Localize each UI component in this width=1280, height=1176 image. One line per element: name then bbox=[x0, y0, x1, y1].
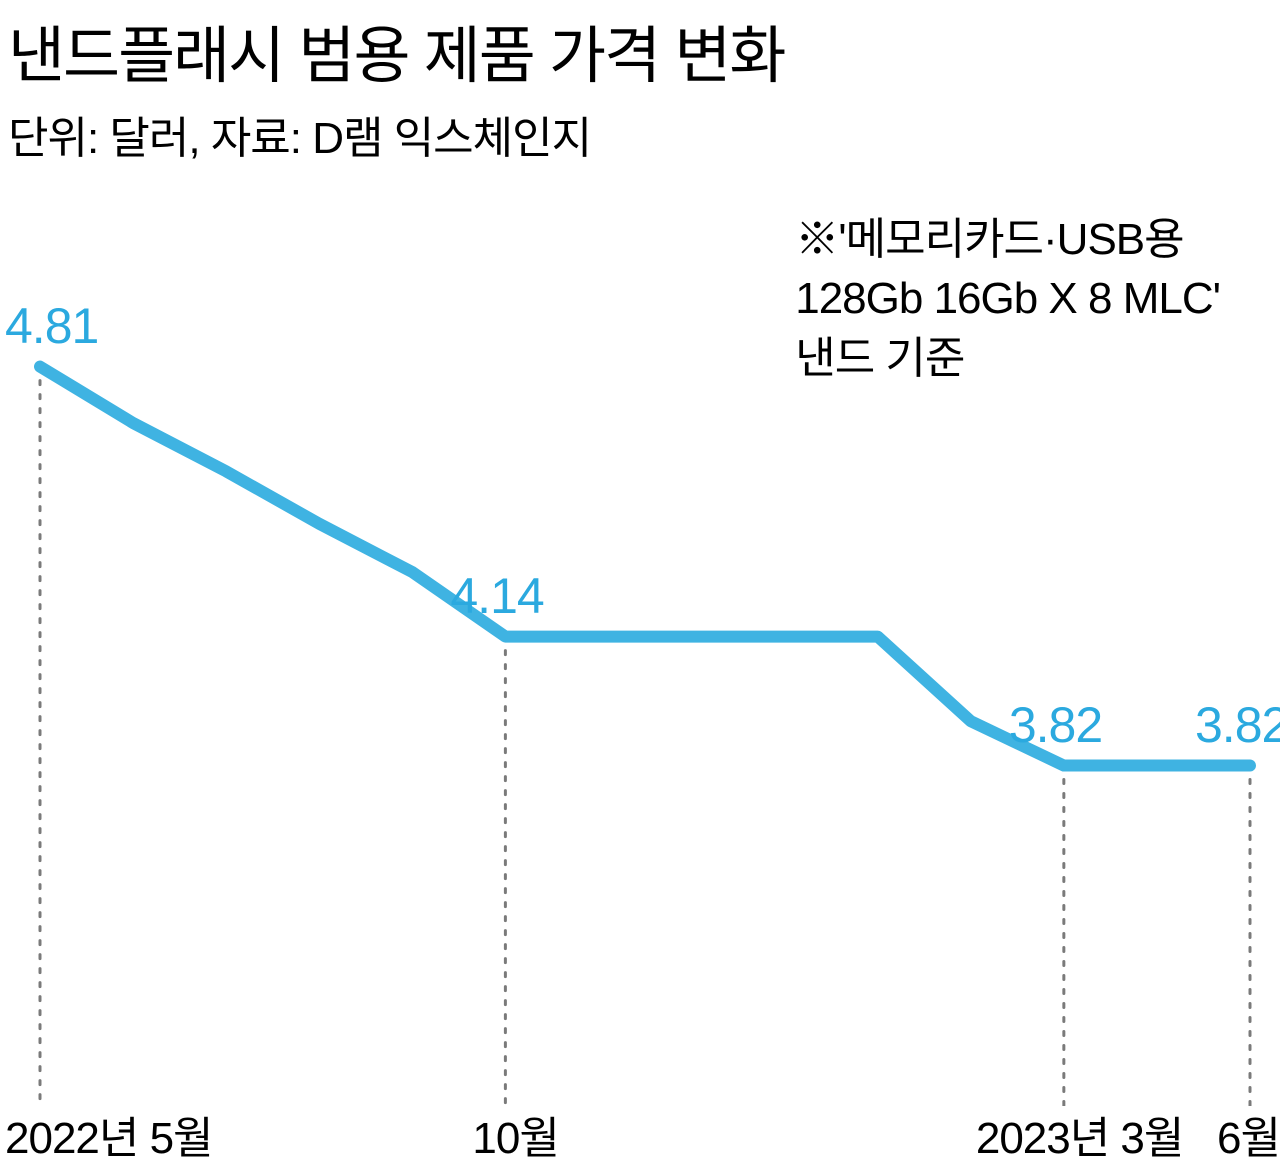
x-axis-label: 2023년 3월 bbox=[976, 1102, 1184, 1166]
value-label: 4.14 bbox=[450, 567, 543, 625]
value-label: 3.82 bbox=[1195, 696, 1280, 754]
x-axis-label: 2022년 5월 bbox=[5, 1102, 213, 1166]
x-axis-label: 10월 bbox=[472, 1102, 558, 1166]
chart-note: ※'메모리카드·USB용 128Gb 16Gb X 8 MLC' 낸드 기준 bbox=[795, 210, 1220, 388]
chart-note-line3: 낸드 기준 bbox=[795, 334, 964, 383]
value-label: 3.82 bbox=[1009, 696, 1102, 754]
chart-title: 낸드플래시 범용 제품 가격 변화 bbox=[8, 20, 1280, 94]
value-label: 4.81 bbox=[5, 297, 98, 355]
chart-subtitle: 단위: 달러, 자료: D램 익스체인지 bbox=[8, 102, 1280, 166]
chart-area: ※'메모리카드·USB용 128Gb 16Gb X 8 MLC' 낸드 기준 4… bbox=[0, 200, 1280, 1106]
chart-note-line2: 128Gb 16Gb X 8 MLC' bbox=[795, 274, 1220, 323]
x-axis-label: 6월 bbox=[1217, 1102, 1280, 1166]
chart-note-line1: ※'메모리카드·USB용 bbox=[795, 215, 1183, 264]
